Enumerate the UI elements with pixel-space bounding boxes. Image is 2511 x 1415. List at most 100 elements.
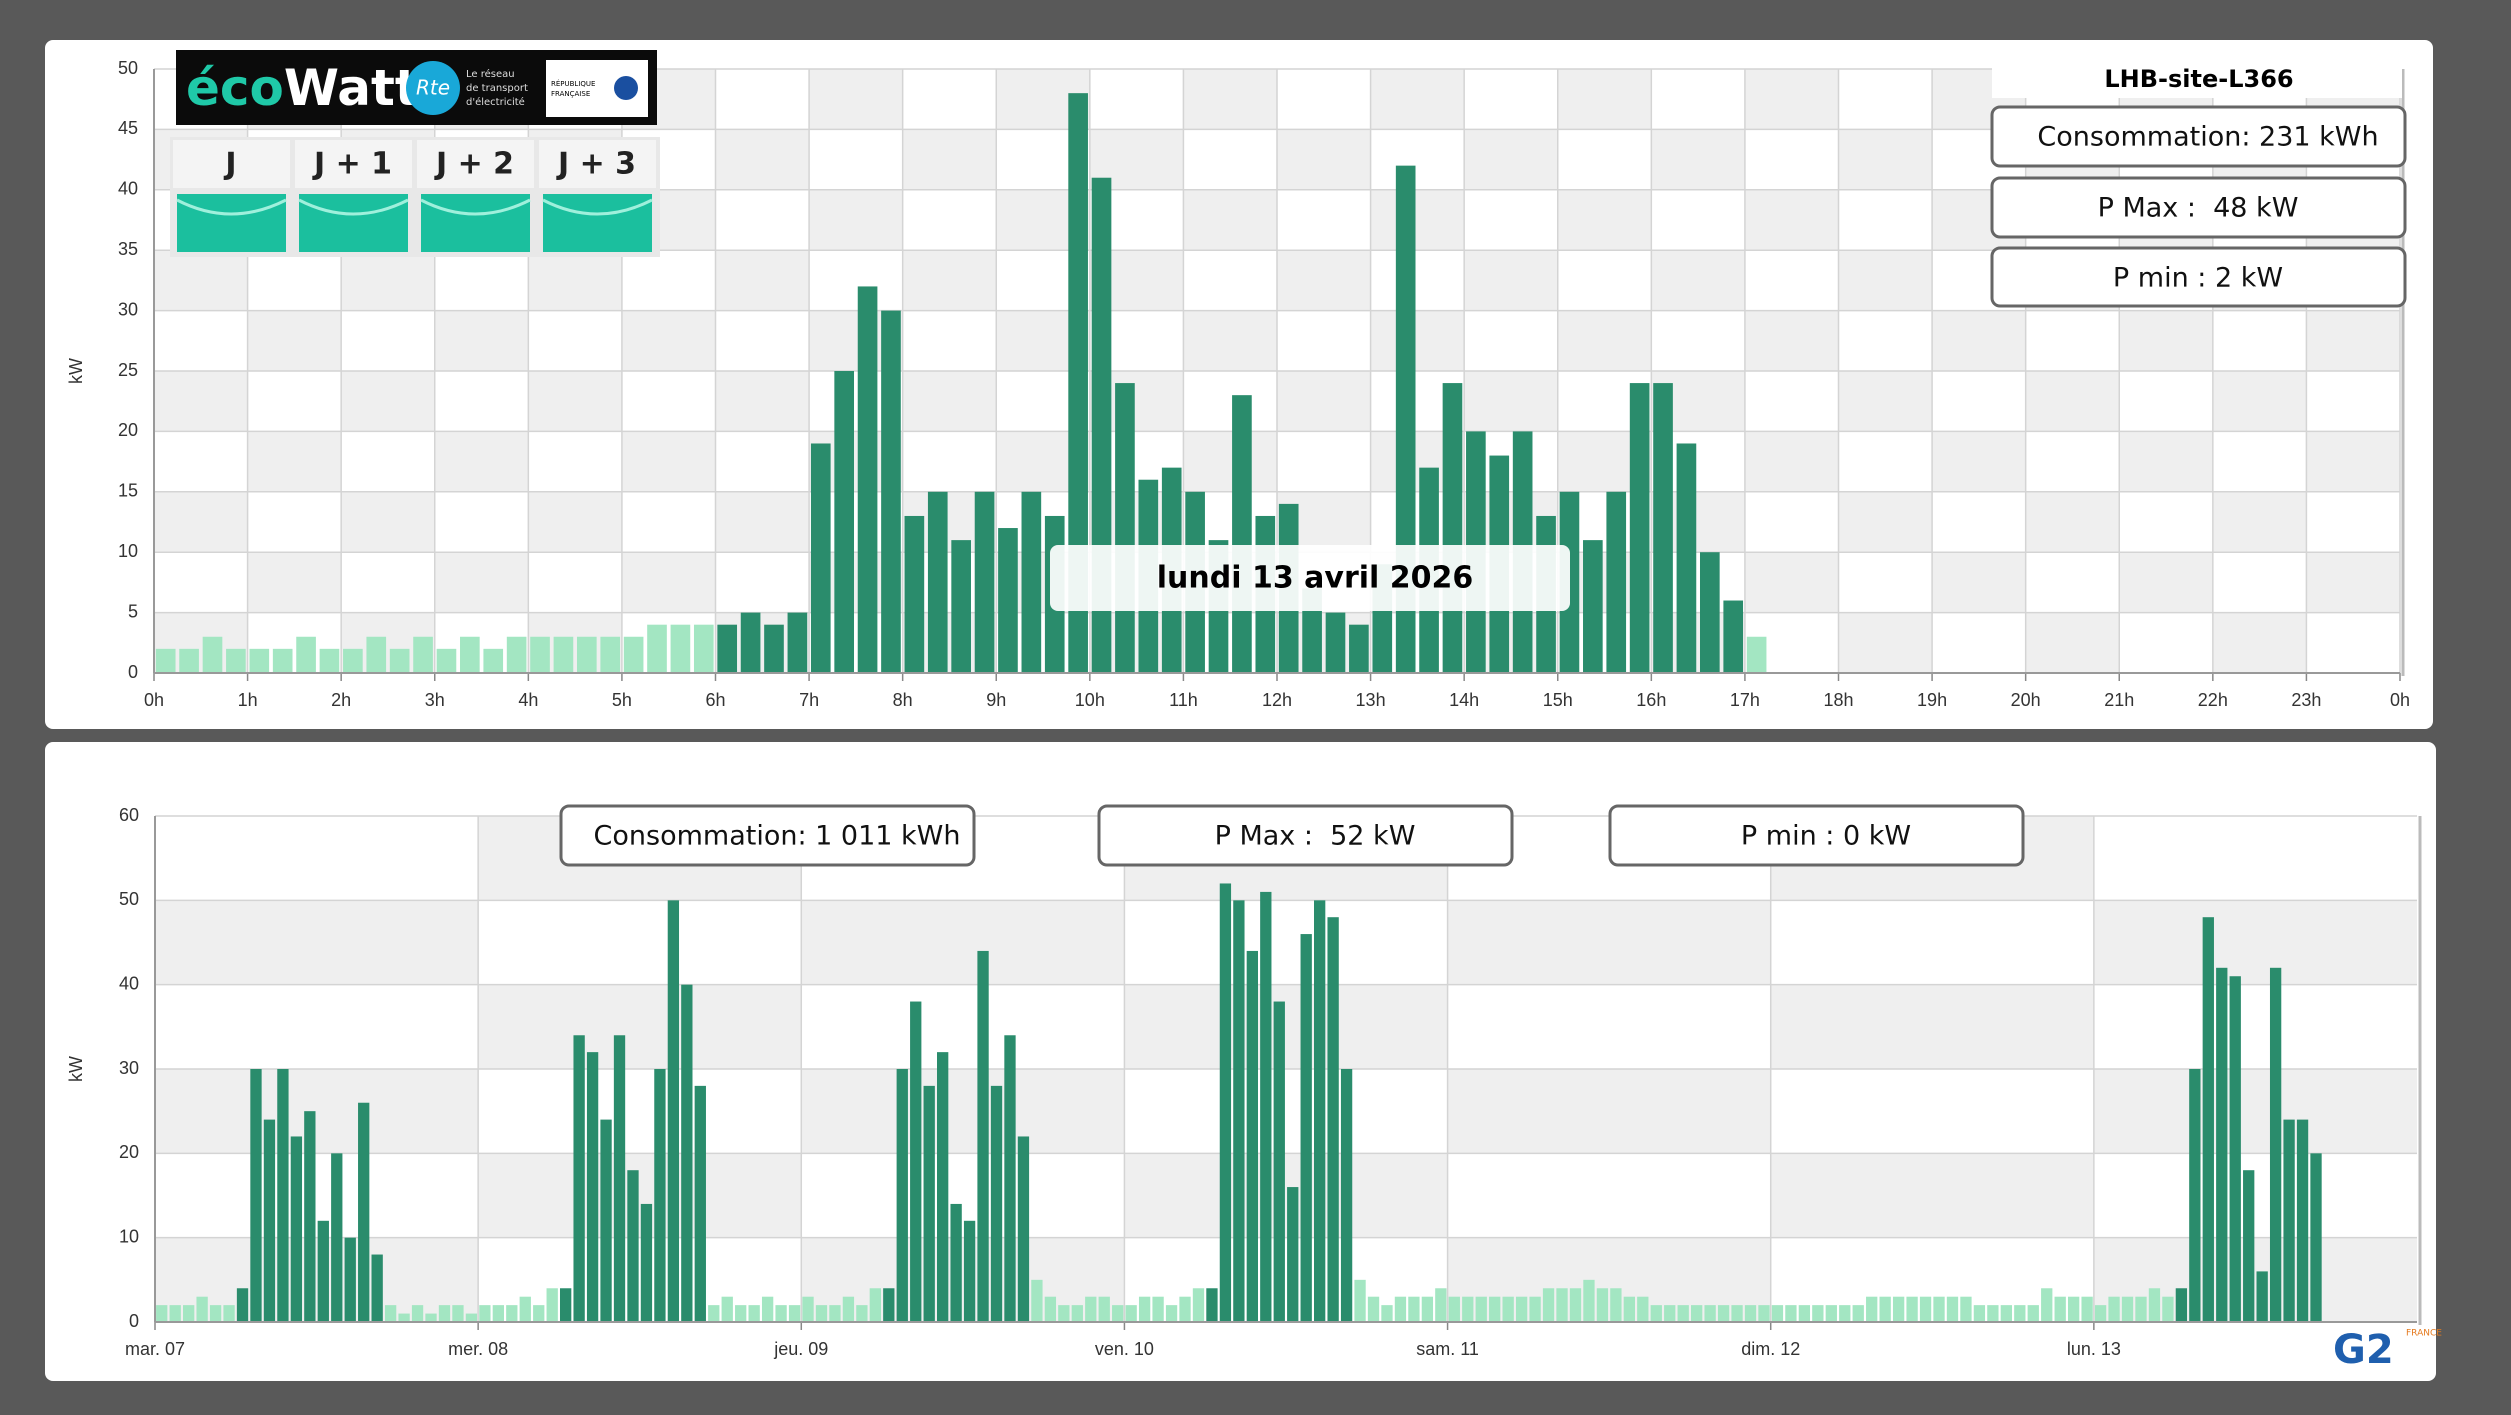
bar [1442, 383, 1463, 673]
x-tick-label: 17h [1730, 690, 1760, 710]
day-header [295, 140, 412, 188]
x-tick-label: 7h [799, 690, 819, 710]
bar [1325, 612, 1346, 673]
bar [304, 1111, 316, 1322]
bar [1583, 1279, 1595, 1322]
grid-cell [1464, 250, 1558, 311]
bar [272, 648, 293, 673]
bar [2081, 1296, 2093, 1322]
y-tick-label: 20 [119, 1142, 139, 1162]
bar [411, 1305, 424, 1322]
bar [1946, 1296, 1959, 1322]
bar [1125, 1305, 1137, 1322]
y-tick-label: 20 [118, 420, 138, 440]
x-tick-label: 0h [2390, 690, 2410, 710]
x-tick-label: 10h [1075, 690, 1105, 710]
bar [1448, 1296, 1460, 1322]
bar [183, 1305, 195, 1322]
grid-cell [247, 431, 342, 492]
grid-cell [1838, 129, 1933, 190]
bar [2135, 1296, 2147, 1322]
bar [1825, 1305, 1837, 1322]
day-signal [177, 194, 286, 252]
bar [1839, 1305, 1851, 1322]
bar [647, 624, 667, 673]
day-label: J + 3 [556, 147, 636, 182]
bar [1219, 883, 1232, 1322]
bar [1354, 1279, 1366, 1322]
bar [1664, 1305, 1676, 1322]
grid-cell [1183, 69, 1277, 130]
y-tick-label: 25 [118, 360, 138, 380]
grid-cell [1744, 310, 1839, 371]
day-wave [176, 198, 287, 216]
bar [1933, 1296, 1945, 1322]
bar [533, 1305, 545, 1322]
bar [951, 540, 971, 673]
bar [573, 1035, 585, 1322]
bar [869, 1288, 881, 1322]
bar [990, 1085, 1003, 1322]
bar [1919, 1296, 1932, 1322]
grid-cell [155, 1069, 479, 1154]
x-tick-label: 12h [1262, 690, 1292, 710]
bar [546, 1288, 558, 1322]
brand-suffix: Watt [284, 59, 419, 117]
bar [1629, 383, 1650, 673]
day-label: J + 1 [312, 147, 392, 182]
grid-cell [902, 371, 997, 432]
ecowatt-brand: écoWatt [186, 59, 419, 117]
grid-cell [478, 984, 802, 1069]
stat-text: P min : 2 kW [2113, 263, 2283, 294]
bar [613, 1035, 626, 1322]
day-header [539, 140, 656, 188]
bar [923, 1085, 935, 1322]
bar [2243, 1170, 2255, 1322]
grid-cell [2119, 552, 2213, 613]
bar [977, 950, 989, 1322]
bar [2041, 1288, 2053, 1322]
grid-cell [1447, 1237, 1771, 1322]
bar [331, 1153, 343, 1322]
grid-cell [341, 250, 435, 311]
bar [1179, 1296, 1191, 1322]
grid-cell [1370, 69, 1465, 130]
bar [249, 648, 270, 673]
bar [654, 1069, 666, 1322]
bar [492, 1305, 504, 1322]
stat-text: Consommation: 231 kWh [2037, 122, 2378, 153]
bar [343, 648, 363, 673]
bar [1021, 491, 1042, 673]
stat-box [1608, 804, 2025, 867]
bar [1206, 1288, 1218, 1322]
bar [1606, 491, 1627, 673]
bar [1987, 1305, 1999, 1322]
grid-cell [2093, 1069, 2417, 1154]
bar [1771, 1305, 1784, 1322]
stat-box [1990, 176, 2407, 239]
bar [156, 1305, 168, 1322]
bar [209, 1305, 222, 1322]
grid-cell [1744, 189, 1839, 251]
grid-cell [1744, 552, 1839, 613]
grid-cell [1183, 431, 1277, 492]
bar [1542, 1288, 1555, 1322]
bar [2027, 1305, 2039, 1322]
day-header [417, 140, 534, 188]
grid-cell [715, 129, 810, 190]
rte-text: Rte [416, 76, 450, 100]
bar [1138, 1296, 1151, 1322]
grid-cell [1838, 612, 1933, 673]
grid-cell [341, 371, 435, 432]
bar [1723, 600, 1744, 673]
bar [1569, 1288, 1582, 1322]
x-tick-label: 11h [1169, 690, 1198, 710]
bar [506, 1305, 518, 1322]
day-signal [299, 194, 408, 252]
bar [1017, 1136, 1030, 1322]
grid-cell [1124, 984, 1448, 1069]
bar [553, 636, 574, 673]
grid-cell [1932, 310, 2026, 371]
x-tick-label: mar. 07 [125, 1339, 185, 1359]
